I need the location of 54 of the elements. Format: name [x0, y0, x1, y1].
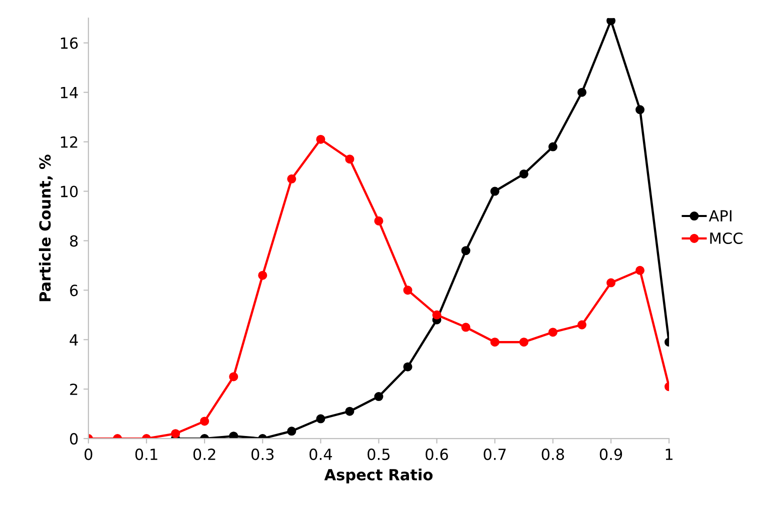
point	[229, 432, 238, 439]
y-tick-label: 4	[70, 334, 78, 346]
point	[548, 142, 558, 152]
x-tick-label: 0.9	[600, 448, 622, 460]
point	[403, 362, 412, 372]
x-axis-title: Aspect Ratio	[324, 468, 433, 484]
y-tick-label: 0	[70, 433, 78, 445]
point	[577, 320, 586, 330]
x-tick-label: 1	[666, 448, 672, 460]
point	[490, 338, 500, 347]
point	[345, 154, 354, 164]
x-tick-label: 0.2	[193, 448, 216, 460]
point	[229, 372, 238, 382]
y-tick-label: 2	[70, 384, 78, 395]
point	[490, 186, 500, 196]
point	[606, 18, 616, 26]
point	[287, 426, 296, 436]
legend-label: MCC	[710, 232, 742, 244]
point	[461, 246, 470, 256]
point	[287, 174, 296, 184]
point	[432, 310, 442, 320]
point	[374, 216, 384, 226]
point	[316, 414, 326, 424]
y-tick-label: 6	[70, 284, 78, 296]
y-axis-title: Particle Count, %	[38, 154, 53, 302]
point	[606, 278, 616, 288]
legend-label: API	[708, 210, 732, 222]
point	[519, 338, 528, 347]
point	[374, 392, 384, 402]
point	[635, 266, 645, 275]
point	[519, 169, 528, 178]
x-tick-label: 0.1	[135, 448, 158, 460]
point	[461, 322, 470, 332]
y-tick-label: 14	[60, 87, 78, 98]
point	[316, 134, 326, 144]
point	[171, 429, 180, 438]
y-tick-label: 12	[60, 136, 78, 148]
x-tick-label: 0.5	[368, 448, 390, 460]
x-tick-label: 0.3	[251, 448, 274, 460]
point	[635, 105, 645, 114]
y-tick-label: 10	[60, 186, 78, 198]
x-tick-label: 0.8	[542, 448, 564, 460]
x-tick-label: 0.7	[484, 448, 506, 460]
y-tick-label: 16	[60, 37, 78, 49]
point	[200, 416, 210, 426]
x-tick-label: 0.6	[426, 448, 448, 460]
point	[345, 406, 354, 416]
x-tick-label: 0	[84, 448, 92, 460]
point	[577, 88, 586, 97]
point	[548, 328, 558, 337]
x-tick-label: 0.4	[310, 448, 332, 460]
point	[258, 270, 268, 280]
y-tick-label: 8	[70, 235, 78, 247]
point	[403, 286, 412, 295]
